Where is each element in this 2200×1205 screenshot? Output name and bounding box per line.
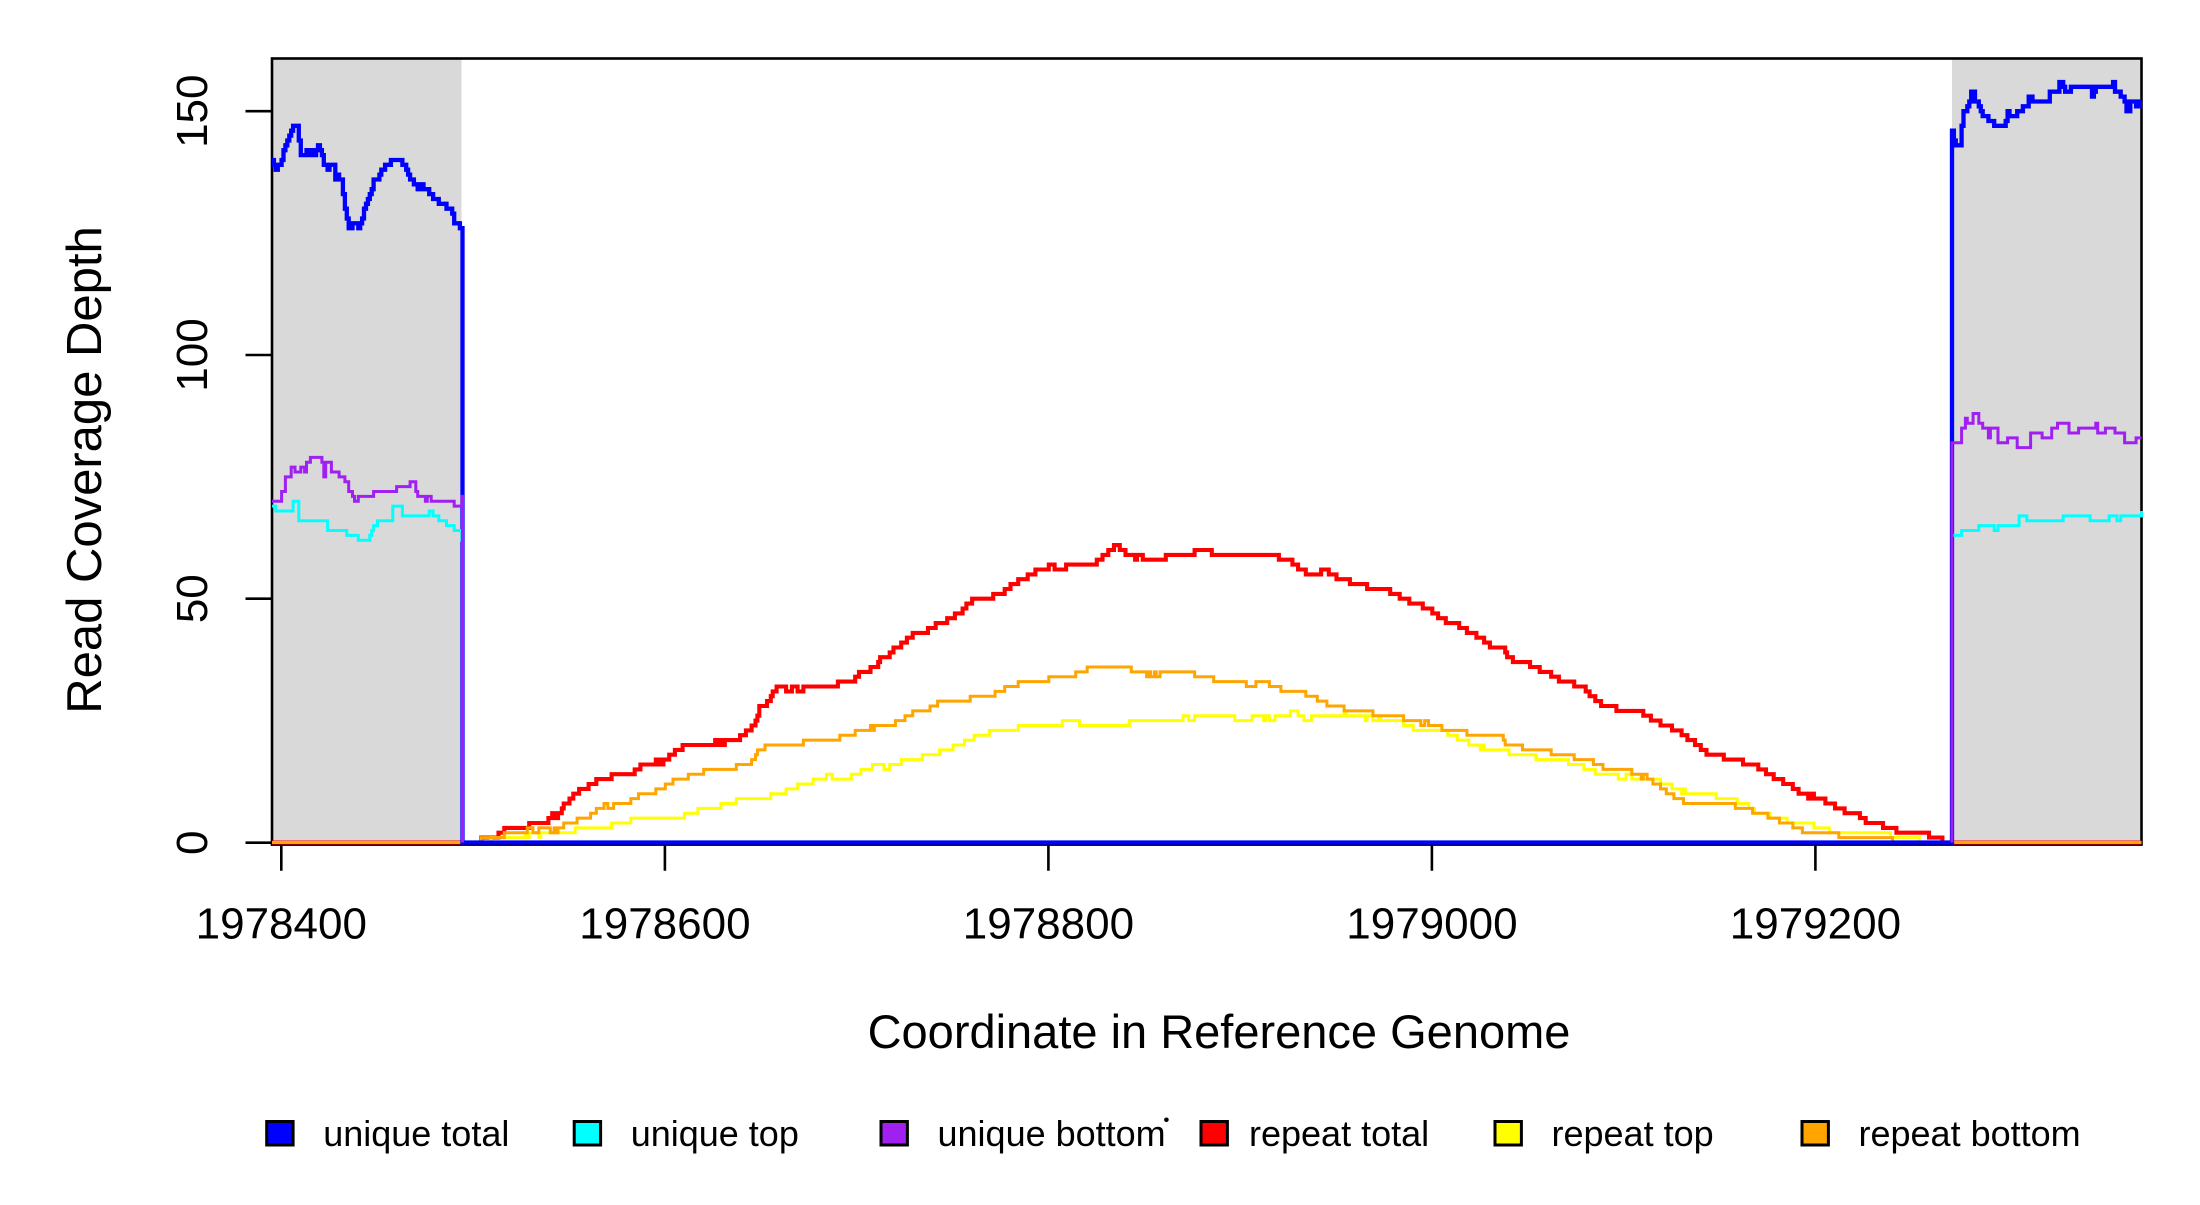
svg-text:100: 100 [168,318,217,391]
svg-text:repeat total: repeat total [1249,1113,1429,1154]
svg-text:1979000: 1979000 [1346,900,1517,949]
svg-text:repeat bottom: repeat bottom [1859,1113,2081,1154]
svg-text:1978600: 1978600 [579,900,750,949]
svg-text:unique bottom: unique bottom [938,1113,1166,1154]
svg-text:Read Coverage Depth: Read Coverage Depth [58,226,112,714]
svg-text:50: 50 [168,574,217,623]
svg-text:repeat top: repeat top [1552,1113,1714,1154]
svg-text:unique top: unique top [631,1113,799,1154]
svg-text:0: 0 [168,830,217,854]
svg-text:150: 150 [168,74,217,147]
svg-text:1978400: 1978400 [196,900,367,949]
svg-text:unique total: unique total [323,1113,509,1154]
svg-text:1978800: 1978800 [963,900,1134,949]
svg-text:Coordinate in Reference Genome: Coordinate in Reference Genome [868,1005,1571,1058]
svg-text:1979200: 1979200 [1730,900,1901,949]
